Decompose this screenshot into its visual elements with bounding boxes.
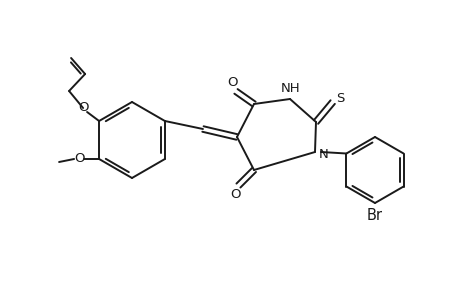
Text: O: O <box>78 100 88 113</box>
Text: N: N <box>319 148 328 160</box>
Text: O: O <box>74 152 84 164</box>
Text: O: O <box>227 76 238 89</box>
Text: O: O <box>230 188 240 201</box>
Text: Br: Br <box>366 208 382 223</box>
Text: S: S <box>336 92 344 105</box>
Text: NH: NH <box>280 82 300 94</box>
